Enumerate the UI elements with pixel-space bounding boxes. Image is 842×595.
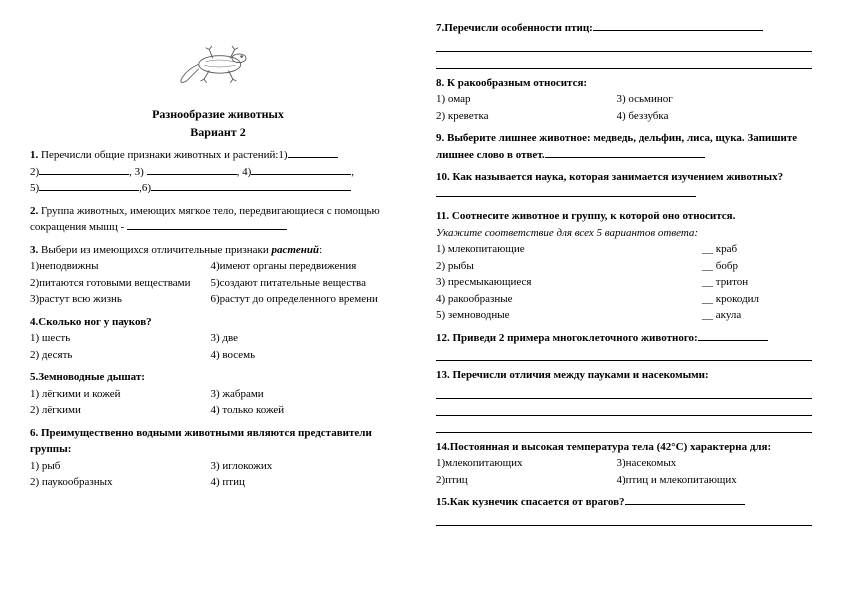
q13-text: Перечисли отличия между пауками и насеко…: [453, 369, 709, 381]
question-12: 12. Приведи 2 примера многоклеточного жи…: [436, 330, 812, 362]
q10-text: Как называется наука, которая занимается…: [453, 171, 784, 183]
q14-opt-3: 3)насекомых: [616, 455, 796, 472]
q14-opt-4: 4)птиц и млекопитающих: [616, 472, 796, 489]
question-3: 3. Выбери из имеющихся отличительные при…: [30, 242, 406, 308]
q5-text: Земноводные дышат:: [38, 371, 145, 383]
q3-opt-4: 4)имеют органы передвижения: [210, 258, 390, 275]
q11-l2: 2) рыбы: [436, 258, 702, 275]
q8-opt-1: 1) омар: [436, 91, 616, 108]
q8-opt-2: 2) креветка: [436, 108, 616, 125]
question-5: 5.Земноводные дышат: 1) лёгкими и кожей3…: [30, 369, 406, 419]
q3-opt-6: 6)растут до определенного времени: [210, 291, 390, 308]
q11-text: Соотнесите животное и группу, к которой …: [452, 210, 735, 222]
q4-opt-2: 2) десять: [30, 347, 210, 364]
q3-opt-5: 5)создают питательные вещества: [210, 275, 390, 292]
q6-text: Преимущественно водными животными являют…: [30, 427, 372, 456]
q5-opt-4: 4) только кожей: [210, 402, 390, 419]
question-7: 7.Перечисли особенности птиц:: [436, 20, 812, 69]
question-14: 14.Постоянная и высокая температура тела…: [436, 439, 812, 489]
question-1: 1. Перечисли общие признаки животных и р…: [30, 147, 406, 197]
q3-opt-3: 3)растут всю жизнь: [30, 291, 210, 308]
q4-text: Сколько ног у пауков?: [38, 316, 151, 328]
question-6: 6. Преимущественно водными животными явл…: [30, 425, 406, 491]
q11-r3: __ тритон: [702, 274, 812, 291]
question-11: 11. Соотнесите животное и группу, к кото…: [436, 208, 812, 324]
lizard-illustration: [173, 25, 263, 95]
q4-opt-3: 3) две: [210, 330, 390, 347]
question-4: 4.Сколько ног у пауков? 1) шесть3) две 2…: [30, 314, 406, 364]
q14-text: Постоянная и высокая температура тела (4…: [450, 441, 771, 453]
q6-opt-1: 1) рыб: [30, 458, 210, 475]
q5-opt-3: 3) жабрами: [210, 386, 390, 403]
question-15: 15.Как кузнечик спасается от врагов?: [436, 494, 812, 526]
q14-opt-1: 1)млекопитающих: [436, 455, 616, 472]
q6-opt-2: 2) паукообразных: [30, 474, 210, 491]
q8-text: К ракообразным относится:: [447, 77, 587, 89]
question-2: 2. Группа животных, имеющих мягкое тело,…: [30, 203, 406, 236]
q3-word: растений: [272, 244, 320, 256]
question-9: 9. Выберите лишнее животное: медведь, де…: [436, 130, 812, 163]
q14-opt-2: 2)птиц: [436, 472, 616, 489]
q11-l1: 1) млекопитающие: [436, 241, 702, 258]
q8-opt-4: 4) беззубка: [616, 108, 796, 125]
question-10: 10. Как называется наука, которая занима…: [436, 169, 812, 202]
q11-r4: __ крокодил: [702, 291, 812, 308]
q5-opt-2: 2) лёгкими: [30, 402, 210, 419]
worksheet-title: Разнообразие животных: [30, 105, 406, 123]
q11-r5: __ акула: [702, 307, 812, 324]
question-8: 8. К ракообразным относится: 1) омар3) о…: [436, 75, 812, 125]
left-column: Разнообразие животных Вариант 2 1. Переч…: [30, 20, 406, 575]
q12-text: Приведи 2 примера многоклеточного животн…: [453, 332, 698, 344]
q3-opt-1: 1)неподвижны: [30, 258, 210, 275]
q11-r1: __ краб: [702, 241, 812, 258]
q11-note: Укажите соответствие для всех 5 варианто…: [436, 227, 698, 239]
q11-l4: 4) ракообразные: [436, 291, 702, 308]
q7-text: Перечисли особенности птиц:: [444, 22, 593, 34]
q11-l5: 5) земноводные: [436, 307, 702, 324]
variant-label: Вариант 2: [30, 123, 406, 141]
q8-opt-3: 3) осьминог: [616, 91, 796, 108]
q5-opt-1: 1) лёгкими и кожей: [30, 386, 210, 403]
q4-opt-1: 1) шесть: [30, 330, 210, 347]
q4-opt-4: 4) восемь: [210, 347, 390, 364]
q11-r2: __ бобр: [702, 258, 812, 275]
q6-opt-4: 4) птиц: [210, 474, 390, 491]
q1-text: Перечисли общие признаки животных и раст…: [41, 149, 288, 161]
q3-opt-2: 2)питаются готовыми веществами: [30, 275, 210, 292]
q6-opt-3: 3) иглокожих: [210, 458, 390, 475]
q3-lead: Выбери из имеющихся отличительные призна…: [41, 244, 272, 256]
question-13: 13. Перечисли отличия между пауками и на…: [436, 367, 812, 433]
q11-l3: 3) пресмыкающиеся: [436, 274, 702, 291]
right-column: 7.Перечисли особенности птиц: 8. К ракоо…: [436, 20, 812, 575]
q15-text: Как кузнечик спасается от врагов?: [450, 496, 625, 508]
